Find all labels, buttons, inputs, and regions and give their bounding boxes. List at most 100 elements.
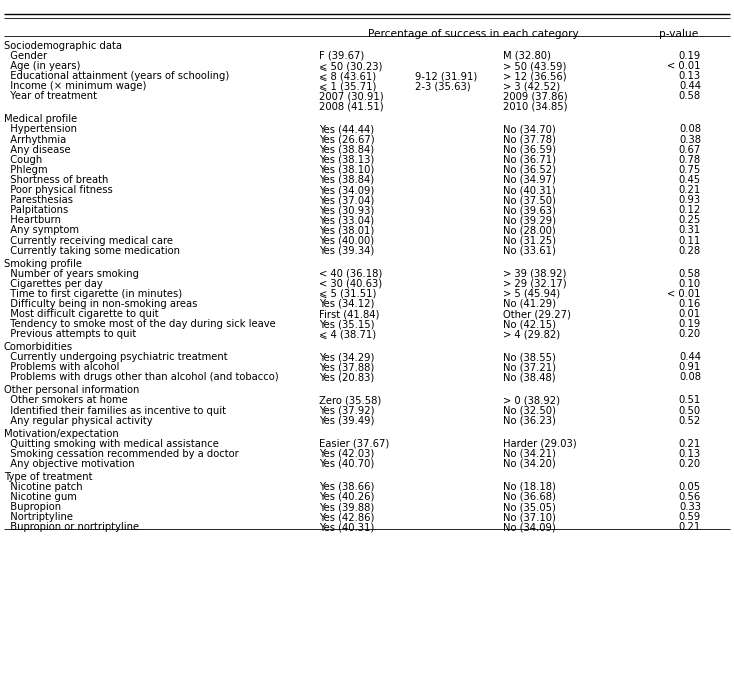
Text: No (37.21): No (37.21) <box>503 362 556 373</box>
Text: Other personal information: Other personal information <box>4 385 139 396</box>
Text: Currently receiving medical care: Currently receiving medical care <box>4 236 172 245</box>
Text: Other (29.27): Other (29.27) <box>503 309 570 319</box>
Text: Comorbidities: Comorbidities <box>4 342 73 352</box>
Text: No (33.61): No (33.61) <box>503 245 556 256</box>
Text: Yes (39.88): Yes (39.88) <box>319 502 374 512</box>
Text: Bupropion: Bupropion <box>4 502 61 512</box>
Text: > 50 (43.59): > 50 (43.59) <box>503 61 566 71</box>
Text: Easier (37.67): Easier (37.67) <box>319 438 390 449</box>
Text: No (32.50): No (32.50) <box>503 405 556 415</box>
Text: > 3 (42.52): > 3 (42.52) <box>503 81 560 91</box>
Text: Difficulty being in non-smoking areas: Difficulty being in non-smoking areas <box>4 299 197 309</box>
Text: 2009 (37.86): 2009 (37.86) <box>503 92 567 101</box>
Text: 0.20: 0.20 <box>679 329 701 339</box>
Text: Year of treatment: Year of treatment <box>4 92 97 101</box>
Text: Yes (35.15): Yes (35.15) <box>319 319 375 329</box>
Text: Yes (38.66): Yes (38.66) <box>319 482 374 492</box>
Text: Bupropion or nortriptyline: Bupropion or nortriptyline <box>4 522 139 532</box>
Text: Phlegm: Phlegm <box>4 165 47 175</box>
Text: Yes (34.29): Yes (34.29) <box>319 352 374 362</box>
Text: 0.50: 0.50 <box>679 405 701 415</box>
Text: Previous attempts to quit: Previous attempts to quit <box>4 329 136 339</box>
Text: Type of treatment: Type of treatment <box>4 472 92 482</box>
Text: 0.01: 0.01 <box>679 309 701 319</box>
Text: Nortriptyline: Nortriptyline <box>4 512 73 522</box>
Text: 0.58: 0.58 <box>679 92 701 101</box>
Text: > 5 (45.94): > 5 (45.94) <box>503 289 560 298</box>
Text: No (37.10): No (37.10) <box>503 512 556 522</box>
Text: Smoking profile: Smoking profile <box>4 259 81 268</box>
Text: No (35.05): No (35.05) <box>503 502 556 512</box>
Text: p-value: p-value <box>659 29 699 39</box>
Text: 0.45: 0.45 <box>679 175 701 185</box>
Text: Educational attainment (years of schooling): Educational attainment (years of schooli… <box>4 71 229 81</box>
Text: Yes (44.44): Yes (44.44) <box>319 124 374 134</box>
Text: Yes (39.34): Yes (39.34) <box>319 245 374 256</box>
Text: Yes (38.13): Yes (38.13) <box>319 154 374 165</box>
Text: Yes (38.84): Yes (38.84) <box>319 145 374 154</box>
Text: 0.12: 0.12 <box>679 206 701 215</box>
Text: Yes (40.00): Yes (40.00) <box>319 236 374 245</box>
Text: Zero (35.58): Zero (35.58) <box>319 396 382 405</box>
Text: Identified their families as incentive to quit: Identified their families as incentive t… <box>4 405 225 415</box>
Text: 0.13: 0.13 <box>679 71 701 81</box>
Text: Shortness of breath: Shortness of breath <box>4 175 108 185</box>
Text: 0.58: 0.58 <box>679 268 701 279</box>
Text: Yes (40.26): Yes (40.26) <box>319 492 374 502</box>
Text: 0.21: 0.21 <box>679 185 701 195</box>
Text: No (36.23): No (36.23) <box>503 416 556 426</box>
Text: > 29 (32.17): > 29 (32.17) <box>503 279 567 289</box>
Text: 9-12 (31.91): 9-12 (31.91) <box>415 71 477 81</box>
Text: Poor physical fitness: Poor physical fitness <box>4 185 112 195</box>
Text: > 0 (38.92): > 0 (38.92) <box>503 396 560 405</box>
Text: Income (× minimum wage): Income (× minimum wage) <box>4 81 146 91</box>
Text: 0.91: 0.91 <box>679 362 701 373</box>
Text: 0.44: 0.44 <box>679 81 701 91</box>
Text: Yes (34.09): Yes (34.09) <box>319 185 374 195</box>
Text: 0.05: 0.05 <box>679 482 701 492</box>
Text: Most difficult cigarette to quit: Most difficult cigarette to quit <box>4 309 159 319</box>
Text: Nicotine gum: Nicotine gum <box>4 492 76 502</box>
Text: 2008 (41.51): 2008 (41.51) <box>319 101 384 111</box>
Text: Number of years smoking: Number of years smoking <box>4 268 139 279</box>
Text: 0.28: 0.28 <box>679 245 701 256</box>
Text: 0.20: 0.20 <box>679 459 701 469</box>
Text: ⩽ 50 (30.23): ⩽ 50 (30.23) <box>319 61 382 71</box>
Text: ⩽ 8 (43.61): ⩽ 8 (43.61) <box>319 71 377 81</box>
Text: Problems with alcohol: Problems with alcohol <box>4 362 119 373</box>
Text: > 4 (29.82): > 4 (29.82) <box>503 329 560 339</box>
Text: No (37.50): No (37.50) <box>503 195 556 205</box>
Text: 0.52: 0.52 <box>679 416 701 426</box>
Text: 2010 (34.85): 2010 (34.85) <box>503 101 567 111</box>
Text: Hypertension: Hypertension <box>4 124 76 134</box>
Text: Paresthesias: Paresthesias <box>4 195 73 205</box>
Text: No (36.59): No (36.59) <box>503 145 556 154</box>
Text: Cough: Cough <box>4 154 42 165</box>
Text: Any disease: Any disease <box>4 145 70 154</box>
Text: < 0.01: < 0.01 <box>667 61 701 71</box>
Text: > 12 (36.56): > 12 (36.56) <box>503 71 567 81</box>
Text: Any regular physical activity: Any regular physical activity <box>4 416 152 426</box>
Text: Cigarettes per day: Cigarettes per day <box>4 279 103 289</box>
Text: No (42.15): No (42.15) <box>503 319 556 329</box>
Text: 2-3 (35.63): 2-3 (35.63) <box>415 81 470 91</box>
Text: No (31.25): No (31.25) <box>503 236 556 245</box>
Text: Yes (39.49): Yes (39.49) <box>319 416 374 426</box>
Text: No (36.68): No (36.68) <box>503 492 556 502</box>
Text: Yes (40.31): Yes (40.31) <box>319 522 374 532</box>
Text: Nicotine patch: Nicotine patch <box>4 482 82 492</box>
Text: No (38.55): No (38.55) <box>503 352 556 362</box>
Text: 0.16: 0.16 <box>679 299 701 309</box>
Text: No (34.09): No (34.09) <box>503 522 556 532</box>
Text: Yes (37.92): Yes (37.92) <box>319 405 375 415</box>
Text: Motivation/expectation: Motivation/expectation <box>4 428 118 438</box>
Text: 2007 (30.91): 2007 (30.91) <box>319 92 384 101</box>
Text: > 39 (38.92): > 39 (38.92) <box>503 268 566 279</box>
Text: 0.21: 0.21 <box>679 438 701 449</box>
Text: Arrhythmia: Arrhythmia <box>4 134 66 145</box>
Text: No (36.52): No (36.52) <box>503 165 556 175</box>
Text: ⩽ 1 (35.71): ⩽ 1 (35.71) <box>319 81 377 91</box>
Text: Any objective motivation: Any objective motivation <box>4 459 134 469</box>
Text: No (34.21): No (34.21) <box>503 449 556 459</box>
Text: No (34.20): No (34.20) <box>503 459 556 469</box>
